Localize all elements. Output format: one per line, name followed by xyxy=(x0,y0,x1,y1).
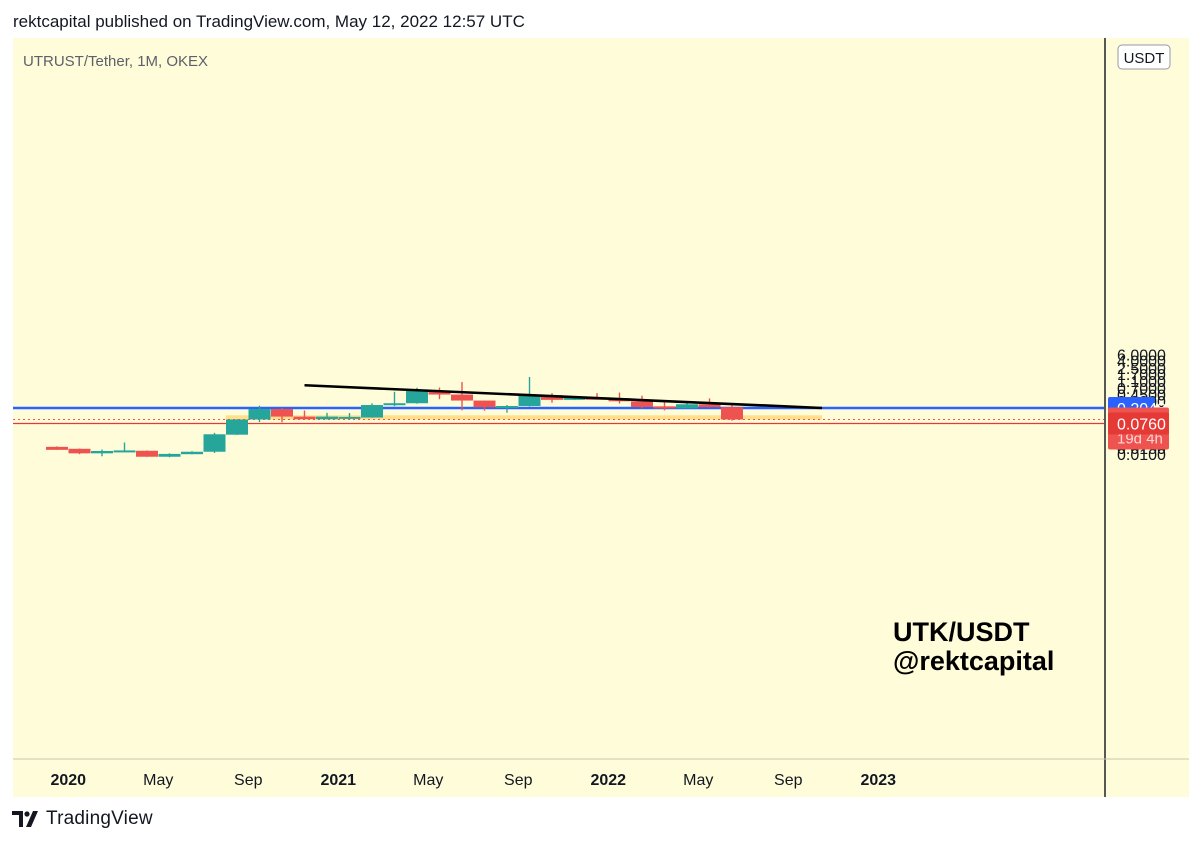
bar-countdown-text: 19d 4h xyxy=(1117,431,1163,448)
candle-body xyxy=(46,446,68,450)
candle-body xyxy=(136,450,158,457)
price-unit-label: USDT xyxy=(1124,50,1165,67)
candle-body xyxy=(68,448,91,454)
candle[interactable] xyxy=(226,419,248,435)
tradingview-label: TradingView xyxy=(46,808,153,829)
plot-area[interactable] xyxy=(13,376,1104,458)
candle-body xyxy=(698,404,721,408)
candle-body xyxy=(541,395,563,400)
candle-body xyxy=(496,405,518,408)
candle-body xyxy=(113,450,136,453)
x-tick-label: Sep xyxy=(774,772,803,789)
candle-body xyxy=(316,416,338,420)
candle-body xyxy=(428,390,451,395)
candle-body xyxy=(406,390,428,404)
price-unit-badge[interactable]: USDT xyxy=(1117,44,1171,70)
candle[interactable] xyxy=(113,442,136,453)
low-level-price-label[interactable]: 0.0760 xyxy=(1108,412,1169,435)
x-tick-label: Sep xyxy=(504,772,533,789)
candle-body xyxy=(338,416,361,419)
candle-body xyxy=(631,401,653,408)
candle[interactable] xyxy=(541,393,563,403)
x-tick-label: Sep xyxy=(234,772,263,789)
x-tick-label: 2021 xyxy=(320,772,356,789)
candle-body xyxy=(226,419,248,435)
low-level-price-text: 0.0760 xyxy=(1117,416,1166,433)
chart-title: UTK/USDT xyxy=(893,617,1030,647)
candle[interactable] xyxy=(316,412,338,420)
candle-body xyxy=(676,404,698,409)
x-tick-label: 2023 xyxy=(860,772,896,789)
trendline[interactable] xyxy=(304,383,823,410)
demand-zone[interactable] xyxy=(225,415,822,420)
tradingview-logo-icon xyxy=(12,811,38,827)
x-tick-label: 2020 xyxy=(50,772,86,789)
candle-body xyxy=(181,451,203,455)
y-tick-label: 6.0000 xyxy=(1117,347,1166,364)
candle[interactable] xyxy=(248,405,271,423)
candle-body xyxy=(721,407,743,420)
candle-body xyxy=(293,416,316,420)
candle[interactable] xyxy=(361,403,383,418)
candle[interactable] xyxy=(271,407,293,423)
candle[interactable] xyxy=(203,432,226,453)
y-tick-label: 0.7000 xyxy=(1117,381,1166,398)
candle[interactable] xyxy=(158,453,181,458)
candle[interactable] xyxy=(473,400,496,411)
candle[interactable] xyxy=(181,451,203,455)
y-tick-label: 1.7000 xyxy=(1117,367,1166,384)
candle[interactable] xyxy=(91,449,113,457)
candle[interactable] xyxy=(338,413,361,420)
candle[interactable] xyxy=(676,402,698,409)
candle-body xyxy=(271,409,293,417)
y-tick-label: 2.5000 xyxy=(1117,361,1166,378)
candle-body xyxy=(91,451,113,454)
x-tick-label: May xyxy=(143,772,173,789)
candle-body xyxy=(563,397,586,400)
candle-body xyxy=(473,400,496,408)
candle-body xyxy=(518,395,541,406)
candle[interactable] xyxy=(518,376,541,407)
candle-body xyxy=(383,403,406,406)
price-unit-box xyxy=(1117,44,1171,70)
candle[interactable] xyxy=(653,401,676,411)
candle[interactable] xyxy=(631,395,653,409)
candle[interactable] xyxy=(451,382,473,411)
candle-body xyxy=(203,434,226,452)
candle[interactable] xyxy=(46,446,68,450)
candle-body xyxy=(361,405,383,418)
symbol-info: UTRUST/Tether, 1M, OKEX xyxy=(23,53,208,70)
candle-body xyxy=(248,409,271,420)
y-tick-label: 0.0100 xyxy=(1117,447,1166,464)
candle[interactable] xyxy=(383,391,406,407)
candle[interactable] xyxy=(496,405,518,413)
tradingview-brand[interactable]: TradingView xyxy=(12,808,153,830)
candle[interactable] xyxy=(721,404,743,421)
x-tick-label: May xyxy=(413,772,443,789)
candle[interactable] xyxy=(68,448,91,455)
low-level-price-box xyxy=(1108,412,1169,435)
x-tick-label: 2022 xyxy=(590,772,626,789)
y-tick-label: 4.0000 xyxy=(1117,354,1166,371)
candle[interactable] xyxy=(293,410,316,420)
x-tick-label: May xyxy=(683,772,713,789)
candle[interactable] xyxy=(428,387,451,400)
candle-body xyxy=(158,453,181,457)
y-tick-label: 1.1000 xyxy=(1117,374,1166,391)
candle[interactable] xyxy=(136,450,158,457)
candle-body xyxy=(451,394,473,401)
chart-subtitle: @rektcapital xyxy=(893,646,1054,676)
publish-header: rektcapital published on TradingView.com… xyxy=(13,12,525,31)
candle-body xyxy=(653,406,676,409)
